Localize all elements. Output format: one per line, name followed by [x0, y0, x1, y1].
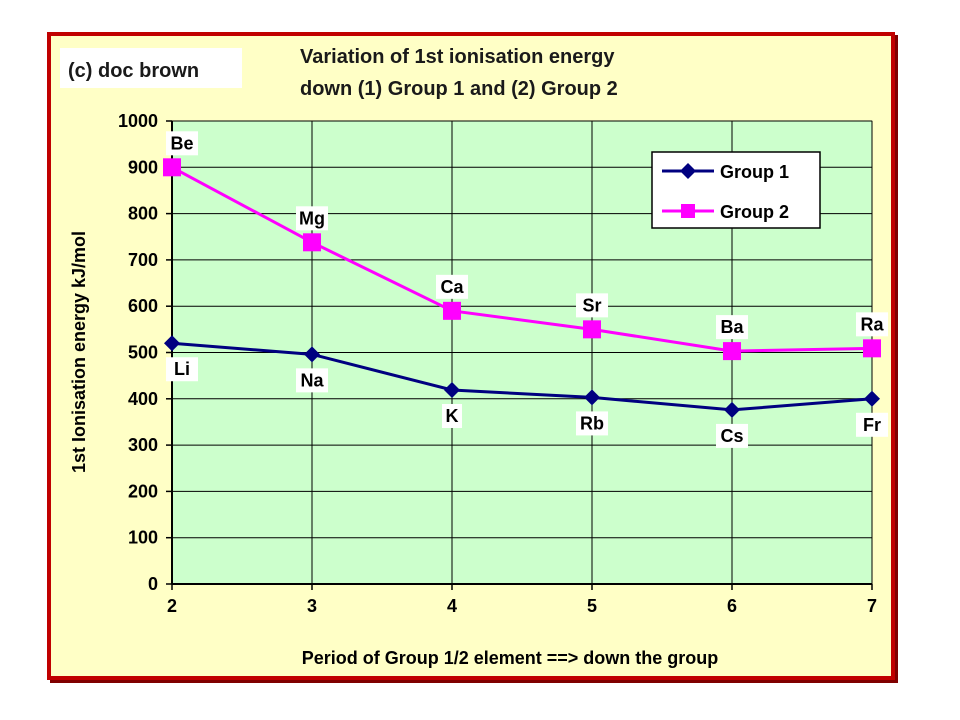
legend-label-group1: Group 1: [720, 162, 789, 182]
point-label-ra: Ra: [860, 314, 884, 334]
point-label-sr: Sr: [582, 295, 601, 315]
x-tick-label: 5: [587, 596, 597, 616]
x-tick-label: 7: [867, 596, 877, 616]
y-tick-label: 700: [128, 250, 158, 270]
point-label-bg: [576, 293, 608, 318]
point-label-bg: [166, 131, 198, 156]
point-label-bg: [856, 412, 888, 437]
data-point-group1: [584, 389, 600, 406]
point-label-bg: [716, 315, 748, 340]
data-point-group2: [443, 301, 461, 320]
y-tick-label: 600: [128, 296, 158, 316]
y-tick-label: 400: [128, 389, 158, 409]
x-tick-label: 4: [447, 596, 457, 616]
x-tick-label: 6: [727, 596, 737, 616]
axes: 0 100 200 300 400 500 600 700 800 900 1000 2 3 4 5 6 7: [118, 111, 877, 616]
copyright-box: [60, 48, 242, 88]
point-label-bg: [166, 357, 198, 382]
y-tick-label: 200: [128, 481, 158, 501]
chart-title-line1: Variation of 1st ionisation energy: [300, 46, 615, 68]
data-point-group2: [863, 339, 881, 358]
y-tick-label: 0: [148, 574, 158, 594]
data-point-group1: [724, 401, 740, 418]
point-label-bg: [436, 274, 468, 299]
point-label-be: Be: [170, 133, 193, 153]
x-tick-label: 2: [167, 596, 177, 616]
point-label-mg: Mg: [299, 208, 325, 228]
point-label-bg: [716, 423, 748, 448]
y-tick-label: 500: [128, 343, 158, 363]
x-tick-label: 3: [307, 596, 317, 616]
point-label-ca: Ca: [440, 277, 464, 297]
series-line-group1: [171, 341, 873, 412]
y-tick-label: 100: [128, 528, 158, 548]
x-axis-title: Period of Group 1/2 element ==> down the…: [302, 648, 719, 668]
point-label-na: Na: [300, 370, 324, 390]
chart-title-line2: down (1) Group 1 and (2) Group 2: [300, 78, 618, 100]
legend-marker-group2: [681, 204, 695, 218]
y-tick-label: 900: [128, 157, 158, 177]
point-label-bg: [442, 404, 462, 429]
copyright-text: (c) doc brown: [68, 60, 199, 82]
point-label-bg: [296, 368, 328, 393]
legend-box: [651, 151, 821, 229]
legend-label-group2: Group 2: [720, 202, 789, 222]
point-labels: Li Na K Rb Cs Fr Be Mg Ca Sr Ba Ra: [166, 131, 888, 448]
data-point-group2: [723, 342, 741, 361]
point-label-bg: [576, 411, 608, 436]
series: [163, 158, 881, 418]
point-label-li: Li: [174, 359, 190, 379]
y-tick-label: 800: [128, 204, 158, 224]
data-point-group2: [163, 158, 181, 177]
y-tick-label: 1000: [118, 111, 158, 131]
data-point-group1: [444, 382, 460, 399]
point-label-fr: Fr: [863, 415, 881, 435]
point-label-bg: [296, 206, 328, 231]
series-line-group2: [171, 165, 873, 353]
point-label-cs: Cs: [720, 426, 743, 446]
point-label-bg: [856, 312, 888, 337]
y-axis-title: 1st Ionisation energy kJ/mol: [69, 231, 89, 473]
legend: Group 1 Group 2: [651, 151, 821, 229]
data-point-group2: [303, 233, 321, 252]
point-label-k: K: [446, 406, 459, 426]
data-point-group2: [583, 320, 601, 339]
y-tick-label: 300: [128, 435, 158, 455]
point-label-rb: Rb: [580, 413, 604, 433]
data-point-group1: [164, 335, 180, 352]
point-label-ba: Ba: [720, 317, 744, 337]
legend-marker-group1: [680, 163, 696, 179]
data-point-group1: [864, 390, 880, 407]
data-point-group1: [304, 346, 320, 363]
